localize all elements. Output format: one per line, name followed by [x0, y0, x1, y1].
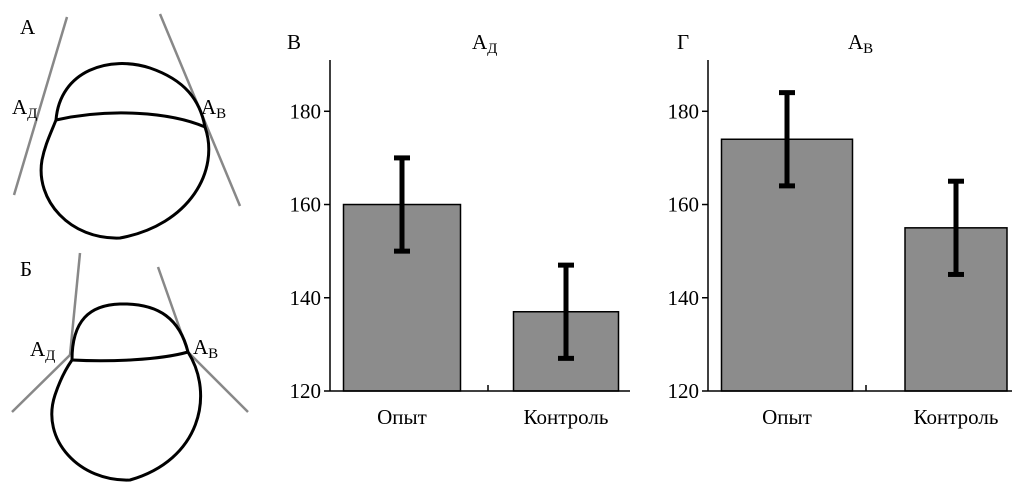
y-tick-label: 120 [290, 379, 322, 403]
tangent-line [68, 252, 82, 356]
y-tick-label: 180 [668, 99, 700, 123]
tangent-line [187, 351, 249, 413]
label-sub: В [216, 106, 226, 122]
point-label: АВ [201, 95, 226, 122]
label-sub: Д [45, 348, 55, 364]
tangent-line [12, 16, 69, 196]
outline [50, 302, 203, 482]
point-label: АД [30, 337, 55, 364]
chord [71, 350, 189, 363]
y-tick-label: 120 [668, 379, 700, 403]
error-bar [948, 178, 964, 277]
tangent-line [11, 354, 71, 413]
panel-label: А [20, 15, 36, 39]
panel-label: В [287, 30, 301, 54]
label-sub: В [208, 346, 218, 362]
point-label: АВ [193, 335, 218, 362]
title-sub: Д [487, 41, 497, 57]
label-main: А [12, 95, 28, 119]
label-main: А [193, 335, 209, 359]
x-tick-label: Опыт [377, 405, 427, 429]
panel-label: Б [20, 257, 32, 281]
label-sub: Д [27, 106, 37, 122]
error-bar [779, 90, 795, 189]
y-tick-label: 160 [668, 193, 700, 217]
chord [55, 111, 206, 129]
y-tick-label: 160 [290, 193, 322, 217]
diagram-b [11, 252, 249, 482]
panel-label: Г [677, 30, 689, 54]
x-tick-label: Опыт [762, 405, 812, 429]
title-main: А [472, 30, 488, 54]
error-bar [558, 262, 574, 361]
title-sub: В [863, 41, 873, 57]
title-main: А [848, 30, 864, 54]
y-tick-label: 140 [290, 286, 322, 310]
error-bar [394, 155, 410, 254]
outline [39, 62, 211, 240]
label-main: А [201, 95, 217, 119]
x-tick-label: Контроль [524, 405, 609, 429]
point-label: АД [12, 95, 37, 122]
x-tick-label: Контроль [914, 405, 999, 429]
y-tick-label: 140 [668, 286, 700, 310]
y-tick-label: 180 [290, 99, 322, 123]
chart-title: АД [472, 30, 497, 57]
chart-title: АВ [848, 30, 873, 57]
label-main: А [30, 337, 46, 361]
diagram-a [12, 13, 242, 240]
